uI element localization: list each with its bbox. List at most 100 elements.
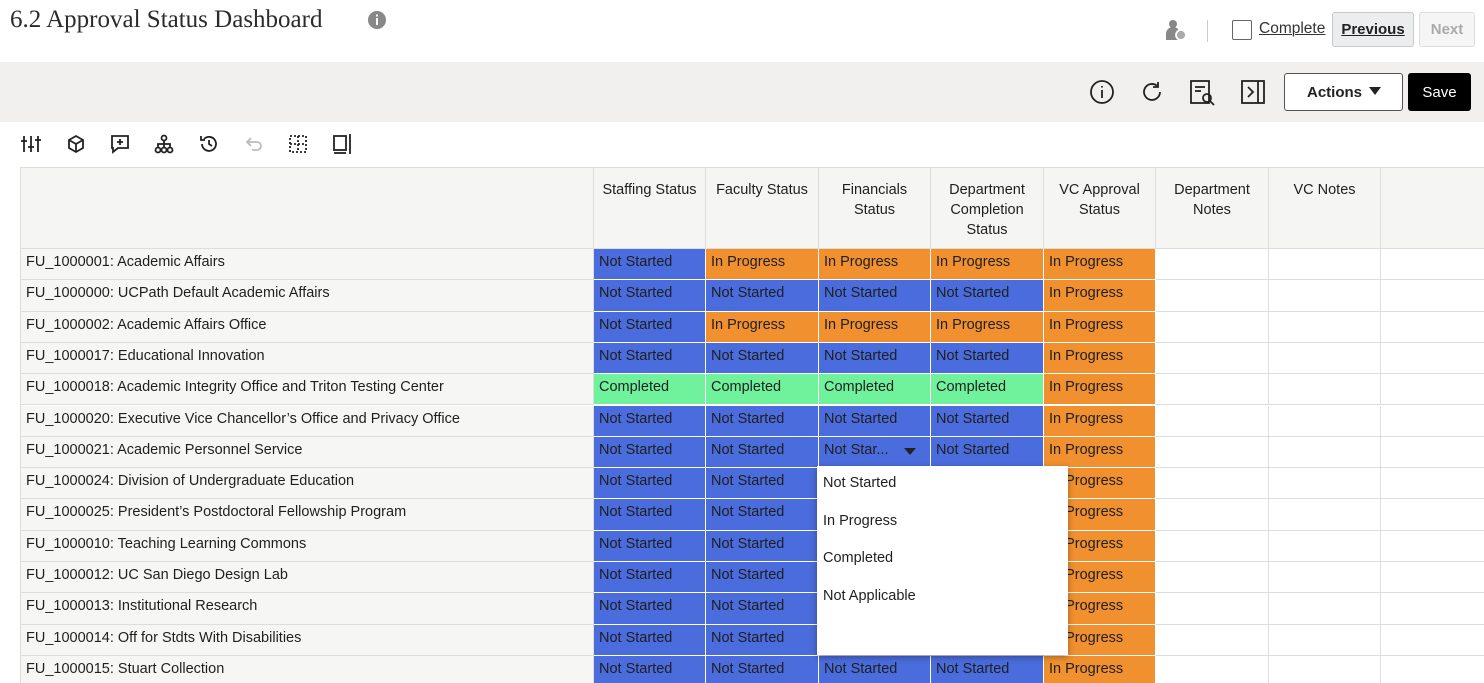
status-cell[interactable]: In Progress: [706, 249, 819, 281]
status-cell[interactable]: Not Started: [819, 405, 931, 437]
status-cell[interactable]: Not Star...: [819, 436, 931, 469]
status-cell[interactable]: In Progress: [931, 311, 1044, 343]
panel-button[interactable]: [1240, 79, 1268, 107]
status-cell[interactable]: In Progress: [1044, 374, 1156, 406]
dropdown-option[interactable]: Completed: [823, 550, 894, 567]
status-cell[interactable]: In Progress: [706, 311, 819, 343]
cell-dropdown-caret[interactable]: [904, 448, 916, 457]
dropdown-option[interactable]: Not Started: [823, 475, 897, 491]
previous-button[interactable]: Previous: [1332, 12, 1414, 47]
row-label: FU_1000020: Executive Vice Chancellor’s …: [21, 405, 594, 437]
status-cell[interactable]: Not Started: [706, 280, 819, 312]
empty-cell: [1381, 499, 1484, 531]
status-cell[interactable]: In Progress: [1044, 280, 1156, 312]
cell-icon[interactable]: [289, 135, 307, 153]
empty-cell: [1156, 468, 1269, 500]
status-cell[interactable]: Not Started: [819, 342, 931, 375]
status-cell[interactable]: Not Started: [931, 405, 1044, 437]
cube-icon[interactable]: [68, 134, 84, 154]
status-cell[interactable]: Not Started: [706, 468, 819, 500]
status-cell[interactable]: Not Started: [594, 499, 706, 531]
empty-cell: [1269, 499, 1381, 531]
hierarchy-icon[interactable]: [154, 134, 174, 154]
status-cell[interactable]: Not Started: [594, 655, 706, 683]
status-cell[interactable]: Not Started: [706, 655, 819, 683]
actions-button[interactable]: Actions: [1284, 73, 1403, 111]
status-cell[interactable]: In Progress: [1044, 436, 1156, 469]
settings-icon[interactable]: [21, 136, 41, 152]
status-cell[interactable]: Not Started: [594, 405, 706, 437]
status-cell[interactable]: Completed: [931, 374, 1044, 406]
status-cell[interactable]: Not Started: [706, 530, 819, 562]
empty-cell: [1156, 562, 1269, 594]
empty-cell: [1269, 624, 1381, 656]
info-button[interactable]: [1089, 79, 1115, 105]
status-cell[interactable]: Not Started: [819, 655, 931, 683]
status-cell[interactable]: In Progress: [1044, 249, 1156, 281]
dropdown-option[interactable]: Not Applicable: [823, 587, 916, 604]
actions-caret: [1369, 87, 1381, 95]
empty-cell: [1381, 405, 1484, 437]
data-grid: Staffing Status Faculty Status Financials …: [20, 167, 1484, 683]
row-label: FU_1000000: UCPath Default Academic Affa…: [21, 280, 594, 312]
dropdown-option[interactable]: In Progress: [823, 512, 898, 529]
status-cell[interactable]: In Progress: [819, 311, 931, 343]
empty-cell: [1156, 436, 1269, 469]
status-cell[interactable]: Not Started: [706, 593, 819, 625]
status-cell[interactable]: Not Started: [594, 280, 706, 312]
status-cell[interactable]: Not Started: [594, 468, 706, 500]
layout-icon[interactable]: [333, 134, 351, 154]
complete-checkbox[interactable]: [1232, 20, 1252, 40]
next-button[interactable]: Next: [1419, 12, 1475, 47]
inspect-button[interactable]: [1189, 79, 1217, 107]
empty-cell: [1269, 405, 1381, 437]
empty-cell: [1269, 562, 1381, 594]
status-cell[interactable]: Not Started: [706, 436, 819, 469]
status-cell[interactable]: In Progress: [1044, 342, 1156, 375]
status-cell[interactable]: Not Started: [931, 436, 1044, 469]
status-cell[interactable]: Not Started: [931, 655, 1044, 683]
status-cell[interactable]: Not Started: [931, 280, 1044, 312]
status-cell[interactable]: Not Started: [706, 624, 819, 656]
empty-cell: [1381, 468, 1484, 500]
status-cell[interactable]: In Progress: [1044, 311, 1156, 343]
status-cell[interactable]: Not Started: [594, 311, 706, 343]
complete-label[interactable]: Complete: [1259, 20, 1326, 37]
status-cell[interactable]: Not Started: [594, 624, 706, 656]
status-cell[interactable]: Not Started: [594, 593, 706, 625]
status-cell[interactable]: Not Started: [594, 530, 706, 562]
status-cell[interactable]: In Progress: [1044, 655, 1156, 683]
status-cell[interactable]: Not Started: [931, 342, 1044, 375]
history-icon[interactable]: [200, 136, 217, 152]
status-cell[interactable]: Not Started: [819, 280, 931, 312]
column-header: VC Notes: [1269, 168, 1381, 249]
status-cell[interactable]: Not Started: [706, 342, 819, 375]
row-label: FU_1000015: Stuart Collection: [21, 655, 594, 683]
status-cell[interactable]: Completed: [819, 374, 931, 406]
comment-icon[interactable]: [111, 135, 129, 154]
empty-cell: [1156, 405, 1269, 437]
empty-cell: [1156, 311, 1269, 343]
status-cell[interactable]: Not Started: [706, 405, 819, 437]
status-cell[interactable]: In Progress: [1044, 405, 1156, 437]
refresh-button[interactable]: [1139, 79, 1165, 105]
status-cell[interactable]: Completed: [594, 374, 706, 406]
empty-cell: [1381, 530, 1484, 562]
status-cell[interactable]: Not Started: [594, 249, 706, 281]
status-cell[interactable]: In Progress: [819, 249, 931, 281]
status-cell[interactable]: In Progress: [931, 249, 1044, 281]
user-status-icon[interactable]: [1164, 18, 1188, 42]
save-button[interactable]: Save: [1408, 73, 1471, 111]
action-bar: [0, 62, 1484, 122]
status-cell[interactable]: Not Started: [706, 562, 819, 594]
status-cell[interactable]: Not Started: [706, 499, 819, 531]
status-dropdown: Not Started In Progress Completed Not Appli…: [817, 466, 1068, 655]
row-label: FU_1000010: Teaching Learning Commons: [21, 530, 594, 562]
status-cell[interactable]: Completed: [706, 374, 819, 406]
status-cell[interactable]: Not Started: [594, 342, 706, 375]
info-icon[interactable]: [367, 10, 387, 30]
empty-cell: [1269, 374, 1381, 406]
status-cell[interactable]: Not Started: [594, 562, 706, 594]
status-cell[interactable]: Not Started: [594, 436, 706, 469]
empty-cell: [1156, 593, 1269, 625]
